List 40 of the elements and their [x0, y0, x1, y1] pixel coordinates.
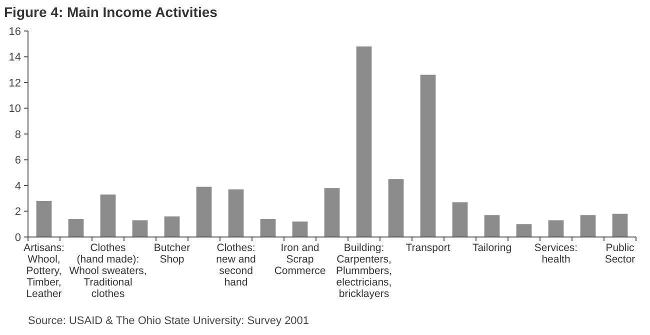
bar	[260, 218, 276, 237]
x-tick-label: Artisans: Whool, Pottery, Timber, Leather	[24, 242, 64, 300]
x-tick-label: Services: health	[534, 242, 578, 266]
source-note: Source: USAID & The Ohio State University: Survey 2001	[28, 315, 310, 327]
bar	[420, 74, 436, 237]
bar	[164, 216, 180, 237]
y-tick-label: 4	[14, 180, 21, 192]
y-tick-label: 2	[14, 206, 21, 218]
x-tick-label: Clothes: new and second hand	[216, 242, 256, 288]
x-tick-label: Public Sector	[604, 242, 636, 266]
bar	[484, 215, 500, 237]
x-tick-label: Butcher Shop	[154, 242, 191, 266]
y-tick-label: 8	[14, 128, 21, 141]
x-tick-label: Iron and Scrap Commerce	[274, 242, 326, 277]
y-tick-label: 14	[8, 52, 21, 64]
bar	[36, 200, 52, 237]
y-tick-label: 12	[8, 77, 21, 90]
chart-title: Figure 4: Main Income Activities	[4, 4, 218, 20]
bar	[548, 220, 564, 237]
x-tick-label: Building: Carpenters, Plummbers, electricians, bricklayers	[336, 242, 392, 300]
bar	[292, 222, 308, 237]
bar	[388, 179, 404, 237]
y-tick-label: 6	[14, 154, 21, 167]
y-tick-label: 10	[8, 103, 21, 116]
bar	[100, 194, 116, 237]
bar	[612, 214, 628, 237]
x-tick-label: Clothes (hand made): Whool sweaters, Traditional clothes	[69, 242, 147, 300]
bar	[580, 215, 596, 237]
y-tick-label: 0	[14, 232, 21, 244]
bar	[132, 220, 148, 237]
bar	[356, 46, 372, 237]
bar	[516, 224, 532, 237]
bar	[324, 188, 340, 237]
bar	[228, 189, 244, 237]
x-tick-label: Transport	[406, 242, 450, 254]
y-tick-label: 16	[8, 26, 21, 38]
x-tick-label: Tailoring	[472, 242, 512, 254]
bar	[68, 218, 84, 237]
bar	[452, 202, 468, 237]
bar	[196, 186, 212, 237]
